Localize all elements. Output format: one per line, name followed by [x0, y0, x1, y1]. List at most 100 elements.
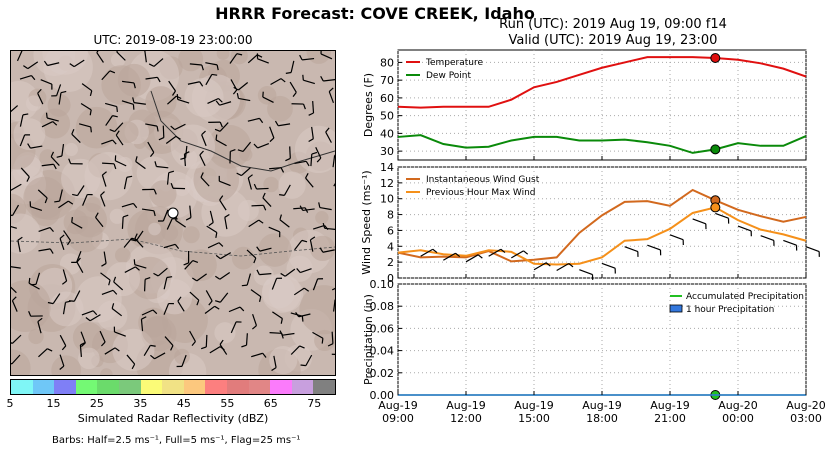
terrain-shade	[114, 247, 131, 264]
y-tick-label: 0.06	[370, 322, 395, 335]
wind-barb-staff	[259, 273, 272, 276]
wind-barb-staff	[37, 189, 48, 199]
wind-barb	[101, 171, 107, 187]
wind-barb	[163, 243, 180, 249]
wind-barb	[253, 142, 270, 149]
colorbar-tick-label: 65	[263, 397, 278, 410]
wind-barb-feather	[150, 354, 155, 360]
current-time-marker	[710, 144, 721, 155]
terrain-shade	[299, 285, 335, 335]
wind-barb	[251, 314, 258, 330]
y-tick-label: 14	[380, 161, 394, 174]
wind-barb-feather	[191, 277, 198, 282]
wind-barb-staff	[259, 247, 272, 252]
wind-barb-feather	[184, 151, 190, 155]
wind-barb-staff	[533, 262, 547, 271]
wind-barb-feather	[201, 346, 207, 350]
wind-barb-staff	[298, 313, 311, 318]
wind-barb	[183, 151, 190, 167]
chart-panel-2: 0 2 4 6 8 10 12 14 Wind Speed (ms⁻¹) Instantaneou…	[360, 161, 807, 285]
wind-barb-feather	[44, 197, 48, 204]
wind-barb	[248, 219, 264, 228]
wind-barb	[11, 224, 17, 229]
wind-barb-feather	[172, 90, 176, 96]
wind-barb-staff	[805, 246, 820, 253]
wind-barb	[11, 204, 20, 217]
x-tick-label-time: 00:00	[722, 412, 754, 425]
y-tick-label: 10	[380, 193, 394, 206]
colorbar-tick-label: 5	[6, 397, 14, 410]
wind-barb-staff	[141, 309, 154, 316]
wind-barb-staff	[17, 240, 21, 253]
wind-barb	[109, 122, 124, 133]
run-valid-label: Run (UTC): 2019 Aug 19, 09:00 f14 Valid …	[398, 17, 828, 49]
terrain-shade	[182, 226, 200, 244]
wind-barb	[271, 277, 283, 290]
wind-barb	[17, 236, 23, 253]
wind-barb-staff	[73, 59, 85, 68]
wind-barb-staff	[76, 185, 85, 196]
wind-barb	[101, 289, 118, 296]
wind-barb-feather	[236, 53, 243, 56]
wind-barb	[185, 205, 192, 221]
wind-barb-feather	[60, 90, 67, 94]
wind-barb-staff	[30, 145, 43, 149]
wind-barb-feather	[176, 94, 179, 100]
wind-barb	[45, 112, 59, 122]
wind-barb	[68, 158, 83, 165]
wind-barb-staff	[141, 208, 155, 212]
wind-barb	[123, 175, 133, 190]
wind-barb-feather	[116, 106, 118, 112]
wind-barb	[80, 331, 86, 347]
wind-barb-staff	[100, 272, 111, 281]
wind-barb	[247, 174, 253, 190]
terrain-map	[10, 50, 336, 376]
y-tick-label: 12	[380, 177, 394, 190]
wind-barb-staff	[145, 76, 158, 80]
wind-barb	[443, 252, 461, 261]
wind-barb-staff	[200, 176, 210, 187]
wind-barb-feather	[166, 276, 173, 279]
wind-barb-staff	[320, 53, 333, 60]
wind-barb	[126, 354, 136, 370]
wind-barb-feather	[71, 128, 75, 135]
wind-barb	[101, 70, 116, 81]
wind-barb-feather	[56, 155, 63, 158]
wind-barb-feather	[132, 203, 138, 209]
wind-barb-feather	[183, 262, 189, 266]
wind-barb-feather	[96, 51, 101, 53]
terrain-shade	[278, 171, 306, 199]
wind-barb	[331, 353, 335, 356]
wind-barb	[285, 60, 295, 74]
wind-barb	[121, 100, 135, 110]
wind-barb-feather	[17, 236, 23, 241]
y-tick-label: 30	[380, 145, 394, 158]
wind-barb	[256, 53, 269, 64]
colorbar-segment	[118, 380, 141, 394]
wind-barb	[205, 290, 213, 306]
wind-barb-staff	[105, 102, 117, 108]
colorbar-tick-label: 55	[220, 397, 235, 410]
wind-barb	[280, 268, 296, 277]
wind-barb	[11, 183, 22, 191]
colorbar-segment	[75, 380, 98, 394]
wind-barb-feather	[185, 217, 192, 221]
wind-barb	[318, 202, 332, 211]
wind-barb-feather	[26, 176, 30, 182]
wind-barb	[230, 321, 242, 334]
wind-barb-staff	[115, 160, 127, 167]
wind-barb-staff	[102, 162, 115, 165]
wind-barb	[11, 296, 18, 312]
wind-barb-staff	[242, 141, 252, 152]
wind-barb	[170, 182, 186, 190]
wind-barb-feather	[280, 167, 285, 173]
wind-barb	[305, 173, 314, 188]
wind-barb-staff	[312, 100, 315, 114]
x-tick-label-date: Aug-19	[514, 399, 553, 412]
wind-barb-staff	[52, 293, 61, 304]
wind-barb	[302, 74, 315, 85]
wind-barb-staff	[30, 206, 43, 212]
wind-barb-staff	[121, 100, 134, 105]
wind-barb-staff	[124, 266, 136, 273]
wind-barb	[158, 125, 165, 141]
